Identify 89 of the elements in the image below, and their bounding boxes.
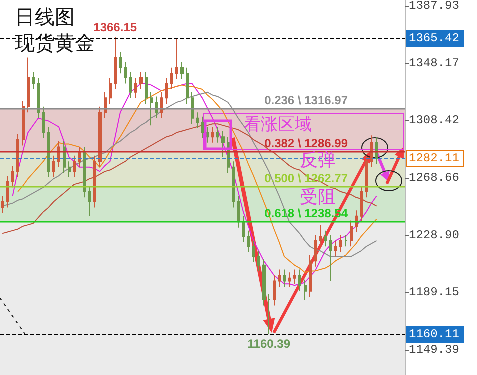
candlestick (247, 230, 250, 253)
candlestick (11, 165, 14, 188)
candlestick (139, 72, 143, 90)
candlestick (63, 140, 66, 174)
candlestick (237, 196, 240, 228)
candlestick (329, 234, 332, 282)
annotation: 现货黄金 (15, 33, 95, 55)
y-tick-label: 1228.90 (409, 228, 460, 242)
annotation: 受阻 (300, 187, 336, 207)
candlestick (47, 126, 50, 178)
candlestick (134, 77, 137, 99)
y-tick-label: 1189.15 (409, 286, 460, 300)
candlestick (83, 146, 86, 198)
candlestick (201, 116, 204, 140)
annotation: 看涨区域 (244, 115, 312, 134)
candlestick (180, 62, 184, 80)
annotation: 1366.15 (94, 20, 138, 34)
candlestick (27, 57, 30, 114)
candlestick (273, 275, 276, 306)
candlestick (355, 210, 358, 233)
candlestick (293, 269, 296, 285)
candlestick (324, 230, 327, 248)
candlestick (37, 77, 40, 119)
y-tick-label: 1149.39 (409, 342, 460, 357)
candlestick (196, 112, 199, 129)
candlestick (257, 250, 260, 272)
candlestick (170, 67, 173, 90)
candlestick (98, 106, 102, 168)
ref-line-label: 0.382 \ 1286.99 (264, 136, 348, 151)
candlestick (68, 161, 71, 178)
candlestick (319, 224, 322, 248)
candlestick (304, 279, 307, 301)
candlestick (165, 77, 168, 104)
candlestick (22, 100, 25, 146)
candlestick (78, 146, 81, 168)
candlestick (109, 77, 112, 104)
candlestick (88, 186, 91, 217)
candlestick (370, 135, 373, 168)
candlestick (93, 155, 96, 208)
candlestick (42, 106, 45, 140)
candlestick (129, 72, 132, 99)
candlestick (360, 186, 363, 223)
y-tick-label: 1387.93 (409, 0, 460, 13)
candlestick (298, 269, 301, 292)
y-tick-label: 1268.66 (409, 170, 460, 185)
candlestick (32, 72, 35, 90)
candlestick (16, 134, 19, 178)
candlestick (119, 52, 122, 74)
candlestick (345, 234, 348, 248)
candlestick (175, 38, 178, 80)
candlestick (1, 196, 4, 214)
candlestick (114, 36, 117, 90)
candlestick (278, 269, 281, 288)
ref-line-label: 1365.42 (409, 31, 460, 46)
y-tick-label: 1308.42 (409, 114, 460, 128)
candlestick (186, 67, 189, 104)
candlestick (252, 240, 255, 264)
candlestick (268, 294, 271, 335)
annotation: 1160.39 (248, 337, 291, 352)
candlestick (309, 254, 312, 298)
candlestick (339, 234, 342, 253)
candlestick (150, 92, 153, 126)
candlestick (314, 234, 317, 268)
candlestick (221, 130, 225, 158)
candlestick (211, 126, 214, 144)
annotation: 日线图 (15, 7, 75, 29)
candlestick (160, 92, 163, 119)
candlestick (57, 140, 60, 168)
candlestick (242, 216, 245, 243)
candlestick (375, 136, 378, 165)
candlestick (216, 126, 219, 144)
candlestick (6, 176, 9, 208)
ref-line-label: 0.236 \ 1316.97 (264, 93, 348, 108)
ref-line-label: 1282.11 (409, 152, 460, 166)
ref-line-label: 1160.11 (409, 327, 460, 342)
candlestick (283, 269, 286, 288)
candlestick (334, 240, 337, 258)
candlestick (191, 92, 194, 125)
candlestick (365, 155, 368, 198)
candlestick (288, 272, 291, 288)
candlestick (52, 155, 55, 178)
candlestick (232, 161, 235, 208)
candlestick (350, 220, 353, 248)
candlestick (73, 155, 76, 178)
candlestick (145, 72, 148, 104)
candlestick (104, 92, 107, 119)
candlestick (124, 62, 127, 84)
candlestick (262, 259, 266, 306)
y-tick-label: 1348.17 (409, 56, 460, 70)
